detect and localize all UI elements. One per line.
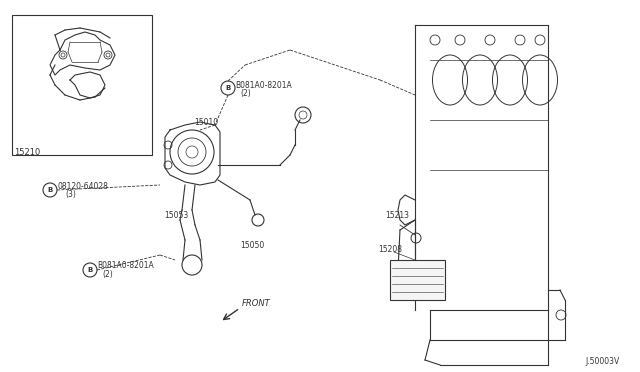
Text: 15210: 15210: [14, 148, 40, 157]
Text: 15208: 15208: [378, 246, 402, 254]
Text: J.50003V: J.50003V: [585, 357, 620, 366]
Bar: [390, 260, 445, 300]
Text: B: B: [88, 267, 93, 273]
Bar: [12, 15, 152, 155]
Text: 15010: 15010: [194, 118, 218, 126]
Text: (3): (3): [65, 189, 76, 199]
Text: 15213: 15213: [385, 211, 409, 219]
Text: 08120-64028: 08120-64028: [57, 182, 108, 190]
Text: FRONT: FRONT: [242, 299, 271, 308]
Text: 15050: 15050: [240, 241, 264, 250]
Text: (2): (2): [102, 269, 113, 279]
Text: 15053: 15053: [164, 211, 188, 219]
Text: B: B: [225, 85, 230, 91]
Text: (2): (2): [240, 89, 251, 97]
Text: B081A0-8201A: B081A0-8201A: [235, 80, 292, 90]
Text: B: B: [47, 187, 52, 193]
Text: B081A0-8201A: B081A0-8201A: [97, 262, 154, 270]
